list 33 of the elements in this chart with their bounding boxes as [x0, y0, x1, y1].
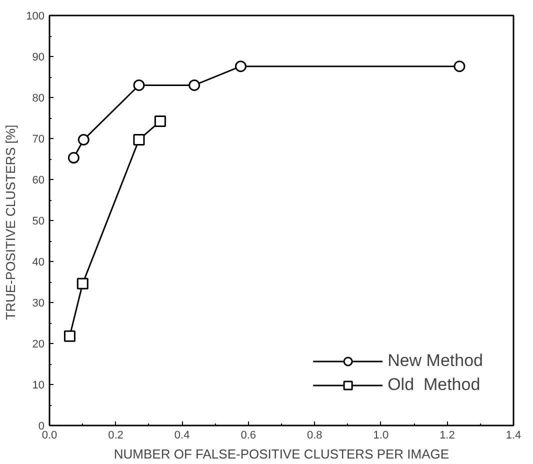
- x-axis-title: NUMBER OF FALSE-POSITIVE CLUSTERS PER IMAGE: [114, 446, 450, 462]
- point: [188, 79, 200, 91]
- y-tick-label: 100: [26, 10, 45, 22]
- point: [133, 79, 145, 91]
- point: [133, 134, 145, 146]
- y-tick-label: 60: [32, 174, 45, 186]
- point: [154, 116, 166, 128]
- point: [234, 60, 246, 72]
- x-tick-label: 0.2: [108, 430, 124, 442]
- x-tick-label: 1.0: [373, 430, 389, 442]
- y-tick-label: 40: [32, 256, 45, 268]
- y-tick-label: 80: [32, 92, 45, 104]
- y-tick-label: 10: [32, 380, 45, 392]
- y-tick-label: 30: [32, 298, 45, 310]
- x-tick-label: 0.6: [240, 430, 256, 442]
- point: [76, 278, 88, 290]
- legend-label: New Method: [388, 351, 483, 371]
- y-tick-label: 0: [38, 420, 45, 432]
- point: [454, 60, 466, 72]
- point: [68, 152, 80, 164]
- y-tick-label: 50: [32, 216, 45, 228]
- point: [78, 134, 90, 146]
- legend-label: Old Method: [388, 375, 480, 395]
- y-tick-label: 20: [32, 338, 45, 350]
- x-tick-label: 0.0: [42, 430, 58, 442]
- y-tick-label: 90: [32, 52, 45, 64]
- x-tick-label: 1.4: [506, 430, 522, 442]
- y-tick-label: 70: [32, 134, 45, 146]
- x-tick-label: 0.8: [306, 430, 322, 442]
- x-tick-label: 1.2: [440, 430, 455, 442]
- x-tick-label: 0.4: [174, 430, 190, 442]
- point: [64, 330, 76, 342]
- y-axis-title: TRUE-POSITIVE CLUSTERS [%]: [3, 124, 18, 320]
